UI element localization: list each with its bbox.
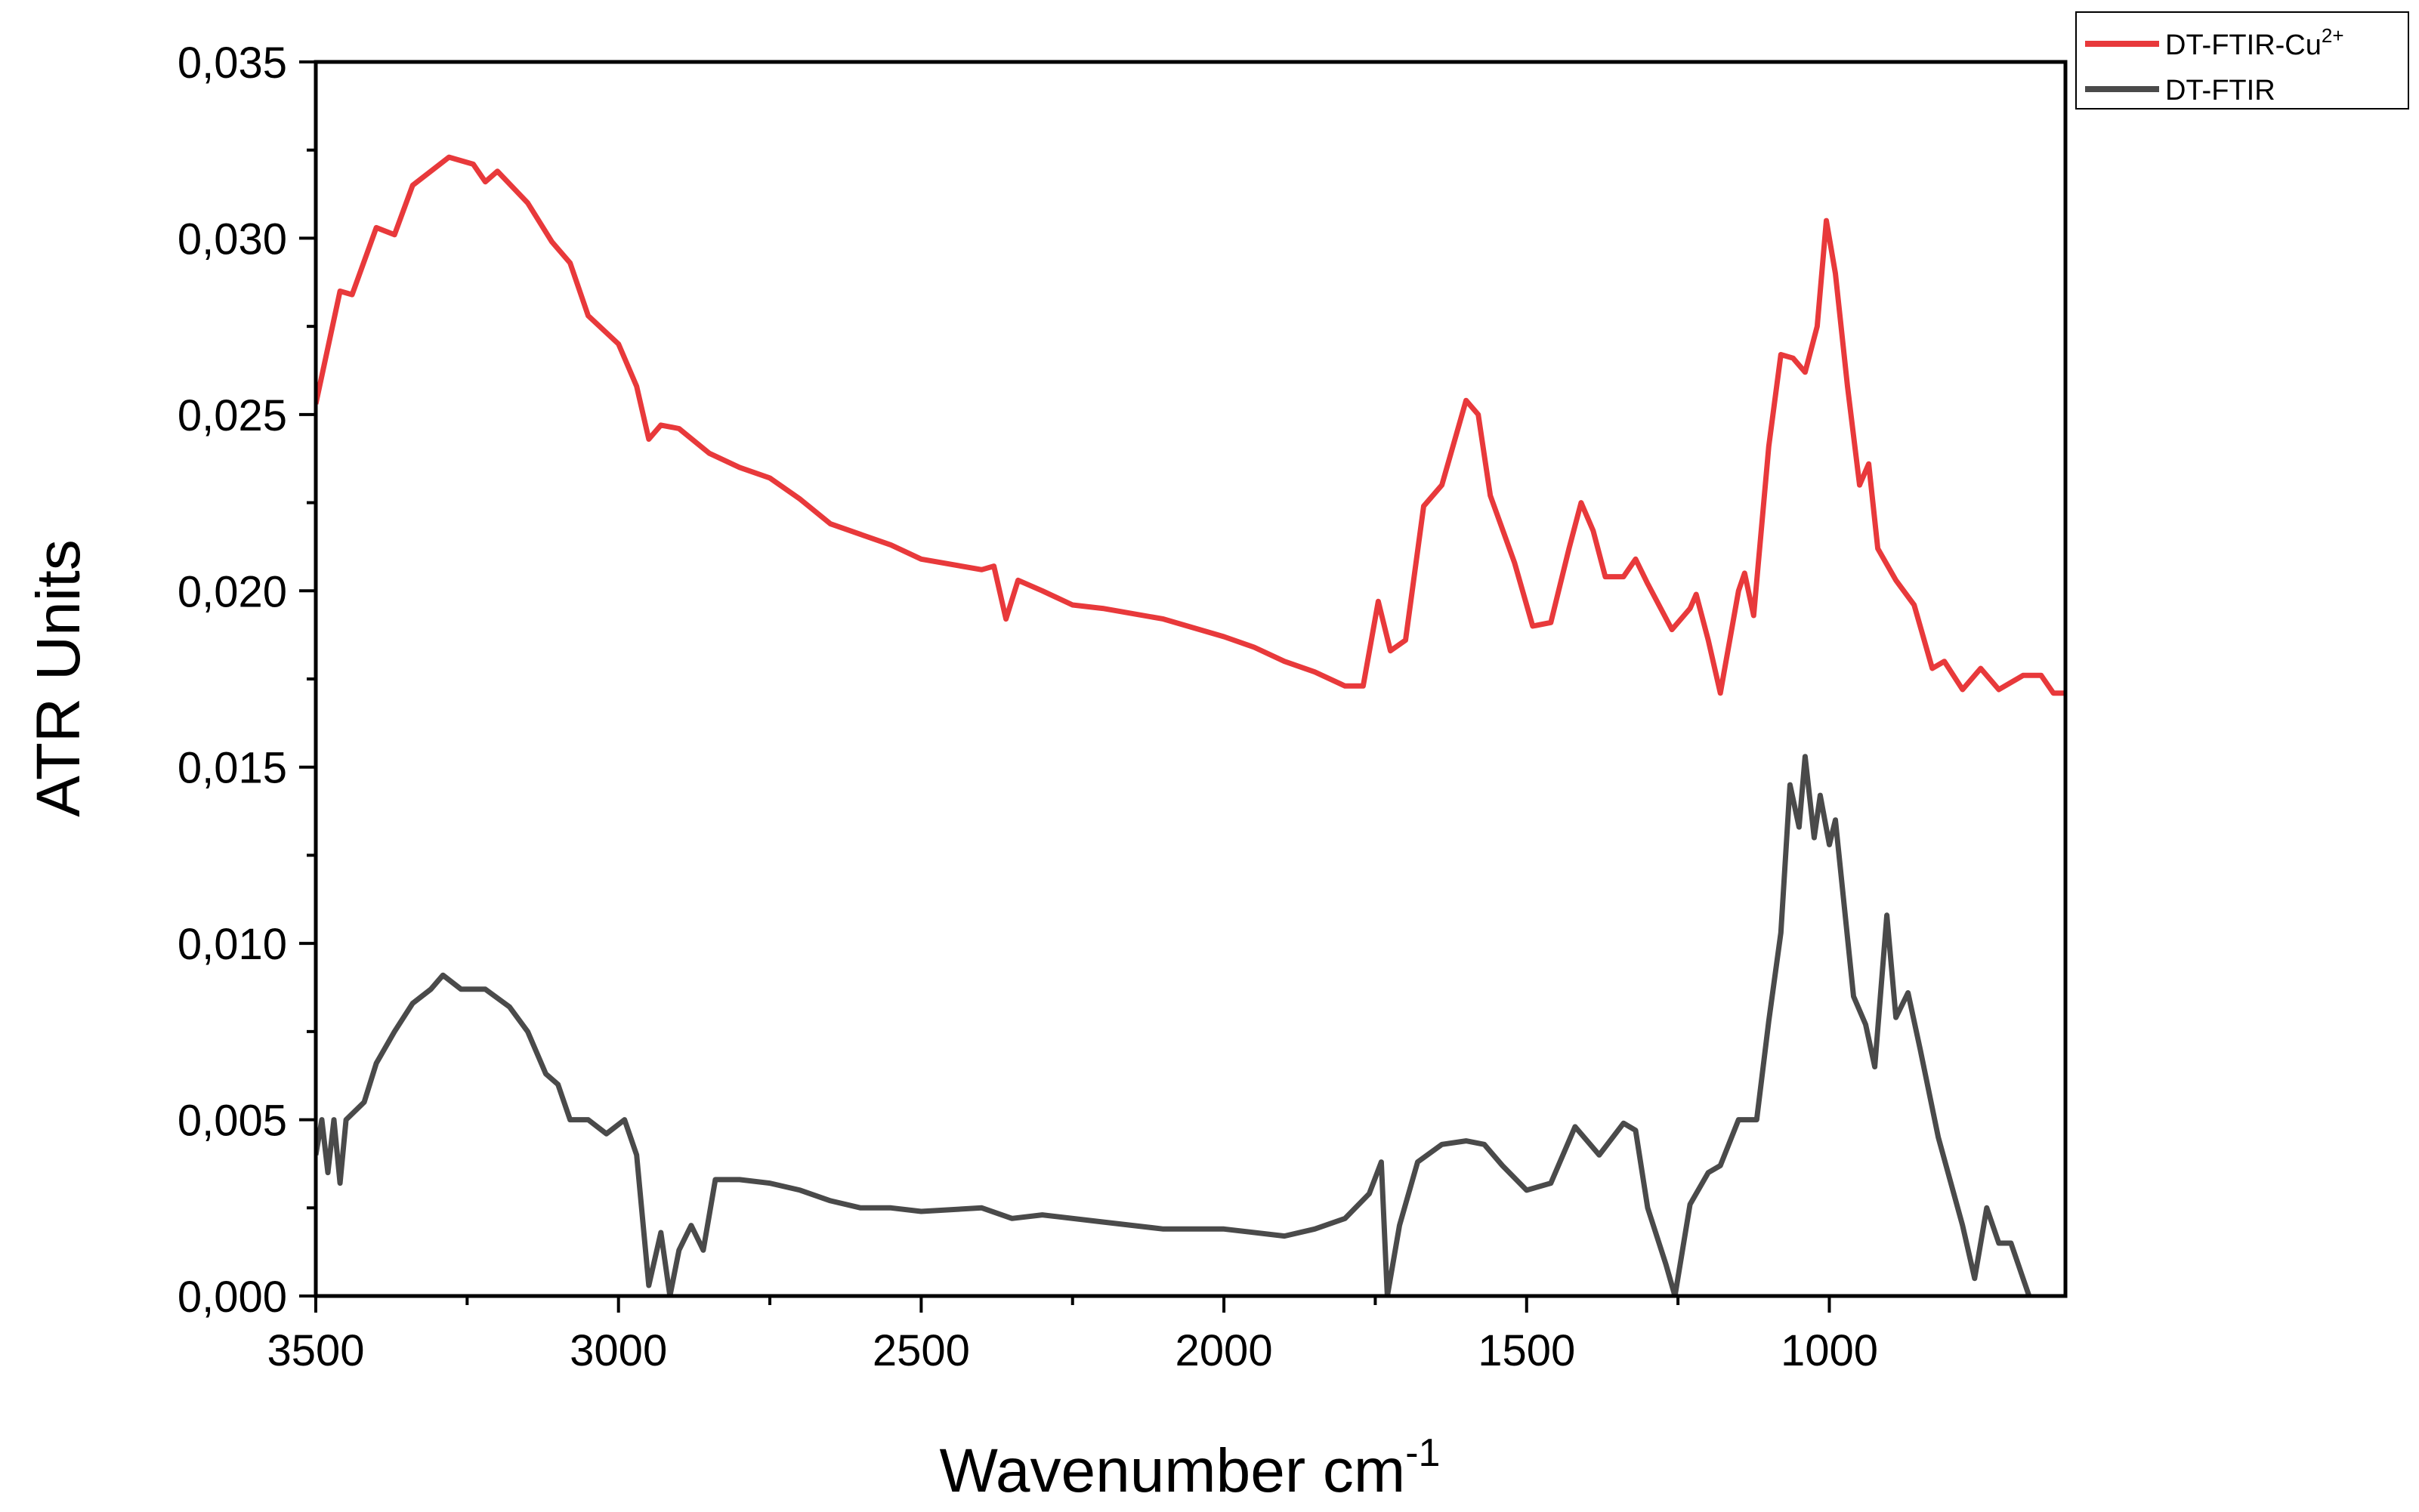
x-tick-label: 2000	[1176, 1326, 1273, 1375]
legend-name: DT-FTIR-Cu	[2165, 29, 2322, 61]
y-tick-label: 0,030	[178, 214, 287, 264]
y-tick-label: 0,005	[178, 1097, 287, 1146]
legend-label: DT-FTIR-Cu2+	[2165, 24, 2344, 61]
legend-name: DT-FTIR	[2165, 75, 2275, 106]
x-tick-label: 3500	[267, 1326, 364, 1375]
legend-box	[2075, 11, 2409, 110]
x-label-sup: -1	[1405, 1431, 1440, 1475]
y-axis-title: ATR Units	[24, 539, 93, 817]
y-tick-label: 0,010	[178, 920, 287, 969]
series-line	[316, 754, 2032, 1296]
y-tick-label: 0,000	[178, 1273, 287, 1322]
legend-name-sup: 2+	[2322, 24, 2344, 47]
x-axis-title: Wavenumber cm-1	[940, 1431, 1441, 1505]
y-tick-label: 0,015	[178, 744, 287, 793]
y-tick-label: 0,020	[178, 567, 287, 616]
plot-frame	[314, 60, 2068, 1298]
y-tick-label: 0,035	[178, 39, 287, 88]
x-tick-label: 2500	[873, 1326, 970, 1375]
x-tick-label: 1000	[1781, 1326, 1878, 1375]
x-label: Wavenumber cm	[940, 1436, 1406, 1505]
y-tick-label: 0,025	[178, 391, 287, 440]
x-tick-label: 1500	[1478, 1326, 1575, 1375]
legend-label: DT-FTIR	[2165, 75, 2275, 106]
x-tick-label: 3000	[570, 1326, 667, 1375]
series-line	[316, 154, 2065, 696]
